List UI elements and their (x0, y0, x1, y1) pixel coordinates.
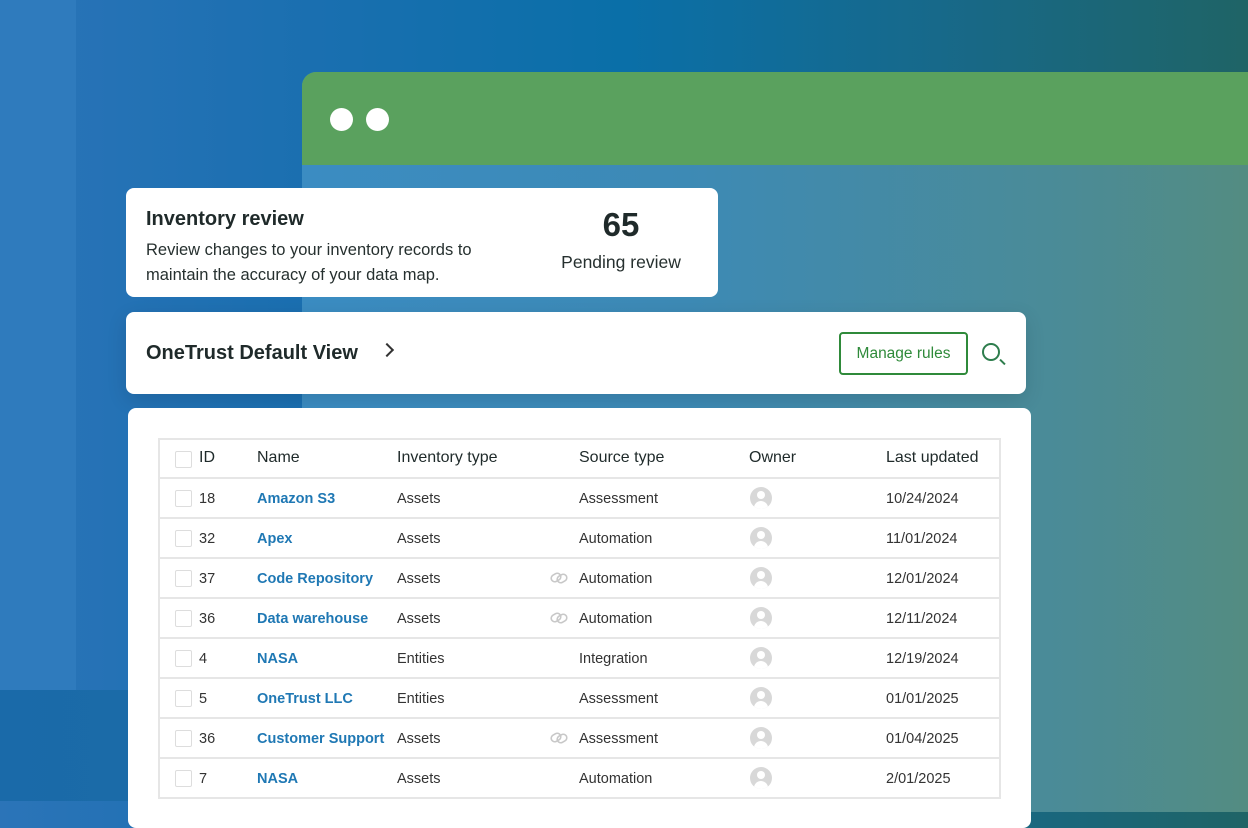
cell-inventory-type: Assets (397, 531, 441, 547)
cell-last-updated: 12/11/2024 (886, 611, 958, 627)
cell-source-type: Assessment (579, 491, 658, 507)
cell-name-link[interactable]: Apex (257, 531, 293, 547)
search-icon[interactable] (982, 343, 1000, 361)
window-dot-icon[interactable] (330, 108, 353, 131)
cell-last-updated: 01/01/2025 (886, 691, 959, 707)
cell-id: 36 (199, 731, 216, 747)
cell-id: 37 (199, 571, 216, 587)
cell-source-type: Assessment (579, 691, 658, 707)
header-owner[interactable]: Owner (749, 449, 797, 466)
cell-name-link[interactable]: Code Repository (257, 571, 374, 587)
cell-id: 5 (199, 691, 208, 707)
window-dot-icon[interactable] (366, 108, 389, 131)
inventory-table: ID Name Inventory type Source type Owner… (158, 438, 1001, 799)
link-icon (550, 571, 568, 585)
cell-inventory-type: Entities (397, 691, 445, 707)
table-row[interactable]: 37 Code Repository Assets Automation 12/… (160, 559, 999, 599)
cell-name-link[interactable]: NASA (257, 651, 299, 667)
cell-id: 4 (199, 651, 208, 667)
cell-last-updated: 2/01/2025 (886, 771, 951, 787)
background-band (0, 0, 76, 801)
table-card: ID Name Inventory type Source type Owner… (128, 408, 1031, 828)
inventory-review-card: Inventory review Review changes to your … (126, 188, 718, 297)
cell-inventory-type: Assets (397, 611, 441, 627)
owner-avatar-icon[interactable] (750, 767, 772, 789)
cell-name-link[interactable]: OneTrust LLC (257, 691, 353, 707)
view-header-card: OneTrust Default View Manage rules (126, 312, 1026, 394)
row-checkbox[interactable] (175, 490, 192, 507)
cell-id: 18 (199, 491, 216, 507)
row-checkbox[interactable] (175, 770, 192, 787)
review-description: Review changes to your inventory records… (146, 241, 472, 284)
cell-last-updated: 01/04/2025 (886, 731, 959, 747)
row-checkbox[interactable] (175, 610, 192, 627)
table-row[interactable]: 36 Customer Support Assets Assessment 01… (160, 719, 999, 759)
table-row[interactable]: 5 OneTrust LLC Entities Assessment 01/01… (160, 679, 999, 719)
owner-avatar-icon[interactable] (750, 567, 772, 589)
cell-id: 36 (199, 611, 216, 627)
pending-label: Pending review (561, 252, 681, 272)
pending-count: 65 (602, 206, 640, 243)
table-header: ID Name Inventory type Source type Owner… (160, 440, 999, 479)
cell-name-link[interactable]: Customer Support (257, 731, 385, 747)
cell-id: 7 (199, 771, 208, 787)
cell-source-type: Automation (579, 771, 653, 787)
manage-rules-button[interactable]: Manage rules (839, 332, 968, 375)
cell-source-type: Assessment (579, 731, 658, 747)
table-row[interactable]: 18 Amazon S3 Assets Assessment 10/24/202… (160, 479, 999, 519)
owner-avatar-icon[interactable] (750, 487, 772, 509)
row-checkbox[interactable] (175, 570, 192, 587)
cell-name-link[interactable]: Data warehouse (257, 611, 369, 627)
header-name[interactable]: Name (257, 449, 300, 466)
link-icon (550, 731, 568, 745)
header-source-type[interactable]: Source type (579, 449, 665, 466)
owner-avatar-icon[interactable] (750, 527, 772, 549)
cell-inventory-type: Assets (397, 731, 441, 747)
review-title: Inventory review (146, 208, 304, 230)
header-last-updated[interactable]: Last updated (886, 449, 979, 466)
cell-source-type: Automation (579, 611, 653, 627)
window-header (302, 72, 1248, 165)
cell-source-type: Automation (579, 571, 653, 587)
owner-avatar-icon[interactable] (750, 687, 772, 709)
cell-inventory-type: Assets (397, 571, 441, 587)
cell-inventory-type: Entities (397, 651, 445, 667)
table-row[interactable]: 7 NASA Assets Automation 2/01/2025 (160, 759, 999, 799)
table-row[interactable]: 36 Data warehouse Assets Automation 12/1… (160, 599, 999, 639)
select-all-checkbox[interactable] (175, 451, 192, 468)
owner-avatar-icon[interactable] (750, 607, 772, 629)
link-icon (550, 611, 568, 625)
owner-avatar-icon[interactable] (750, 647, 772, 669)
cell-name-link[interactable]: NASA (257, 771, 299, 787)
owner-avatar-icon[interactable] (750, 727, 772, 749)
table-row[interactable]: 4 NASA Entities Integration 12/19/2024 (160, 639, 999, 679)
view-title[interactable]: OneTrust Default View (146, 342, 358, 364)
header-id[interactable]: ID (199, 449, 215, 466)
row-checkbox[interactable] (175, 730, 192, 747)
row-checkbox[interactable] (175, 650, 192, 667)
cell-inventory-type: Assets (397, 491, 441, 507)
cell-last-updated: 12/19/2024 (886, 651, 959, 667)
cell-id: 32 (199, 531, 216, 547)
cell-inventory-type: Assets (397, 771, 441, 787)
cell-source-type: Integration (579, 651, 648, 667)
row-checkbox[interactable] (175, 530, 192, 547)
chevron-right-icon[interactable] (379, 342, 395, 358)
cell-last-updated: 10/24/2024 (886, 491, 959, 507)
cell-last-updated: 12/01/2024 (886, 571, 959, 587)
header-inventory-type[interactable]: Inventory type (397, 449, 498, 466)
table-row[interactable]: 32 Apex Assets Automation 11/01/2024 (160, 519, 999, 559)
cell-source-type: Automation (579, 531, 653, 547)
row-checkbox[interactable] (175, 690, 192, 707)
cell-last-updated: 11/01/2024 (886, 531, 958, 547)
cell-name-link[interactable]: Amazon S3 (257, 491, 336, 507)
